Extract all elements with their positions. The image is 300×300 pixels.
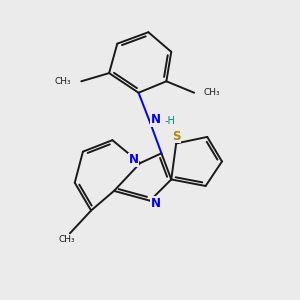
Text: N: N xyxy=(151,197,161,210)
Text: CH₃: CH₃ xyxy=(204,88,220,97)
Text: CH₃: CH₃ xyxy=(58,235,75,244)
Text: N: N xyxy=(129,153,139,166)
Text: S: S xyxy=(172,130,180,143)
Text: -H: -H xyxy=(165,116,176,126)
Text: CH₃: CH₃ xyxy=(55,77,71,86)
Text: N: N xyxy=(151,113,161,126)
